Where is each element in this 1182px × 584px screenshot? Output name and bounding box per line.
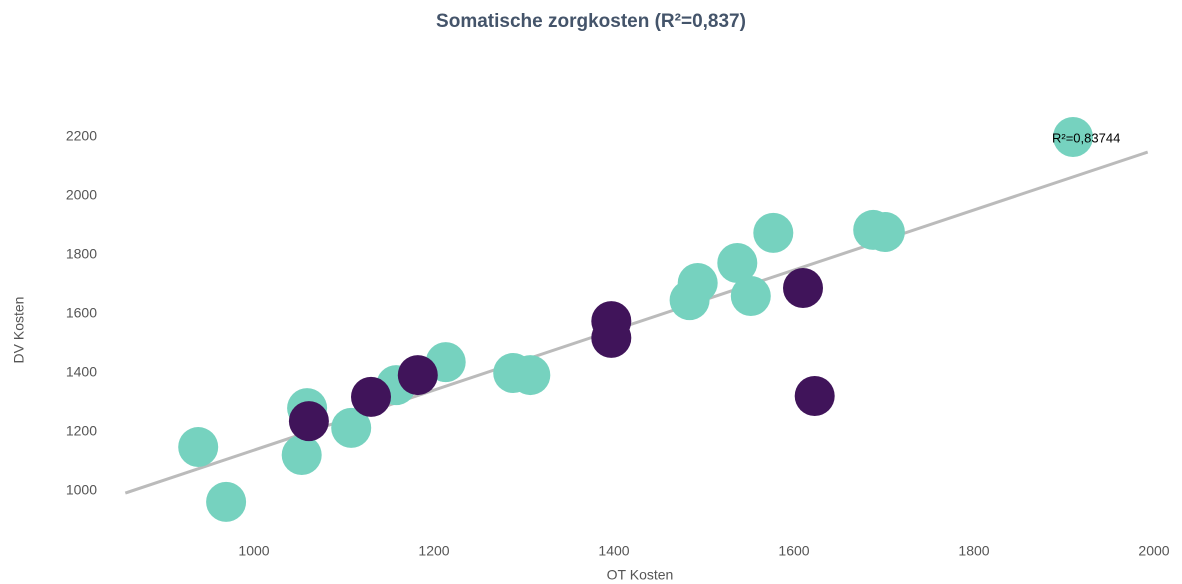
point: [717, 242, 758, 283]
point: [331, 407, 372, 448]
y-tick-label: 1000: [66, 482, 97, 498]
x-axis-label: OT Kosten: [607, 567, 674, 583]
point: [1053, 117, 1093, 157]
point: [397, 355, 438, 396]
x-tick-label: 1600: [778, 543, 809, 559]
y-tick-label: 1200: [66, 423, 97, 439]
point: [669, 280, 710, 321]
y-tick-label: 1600: [66, 305, 97, 321]
x-tick-label: 2000: [1138, 543, 1169, 559]
x-tick-label: 1400: [598, 543, 629, 559]
point: [178, 427, 219, 468]
x-tick-label: 1800: [958, 543, 989, 559]
point: [864, 211, 905, 252]
annotation: R²=0,83744: [1052, 130, 1120, 145]
point: [783, 268, 823, 309]
point: [288, 401, 329, 442]
point: [730, 276, 771, 317]
x-tick-label: 1000: [238, 543, 269, 559]
y-tick-label: 2200: [66, 128, 97, 144]
y-axis-label: DV Kosten: [11, 297, 27, 364]
y-tick-label: 1400: [66, 364, 97, 380]
point: [206, 481, 247, 522]
point: [510, 355, 551, 396]
y-tick-label: 1800: [66, 246, 97, 262]
point: [794, 376, 835, 417]
x-tick-label: 1200: [418, 543, 449, 559]
chart-title: Somatische zorgkosten (R²=0,837): [436, 11, 746, 32]
y-tick-label: 2000: [66, 187, 97, 203]
point: [351, 376, 391, 417]
point: [281, 435, 322, 476]
point: [753, 212, 794, 253]
point: [591, 317, 632, 358]
trendline: [124, 150, 1149, 495]
